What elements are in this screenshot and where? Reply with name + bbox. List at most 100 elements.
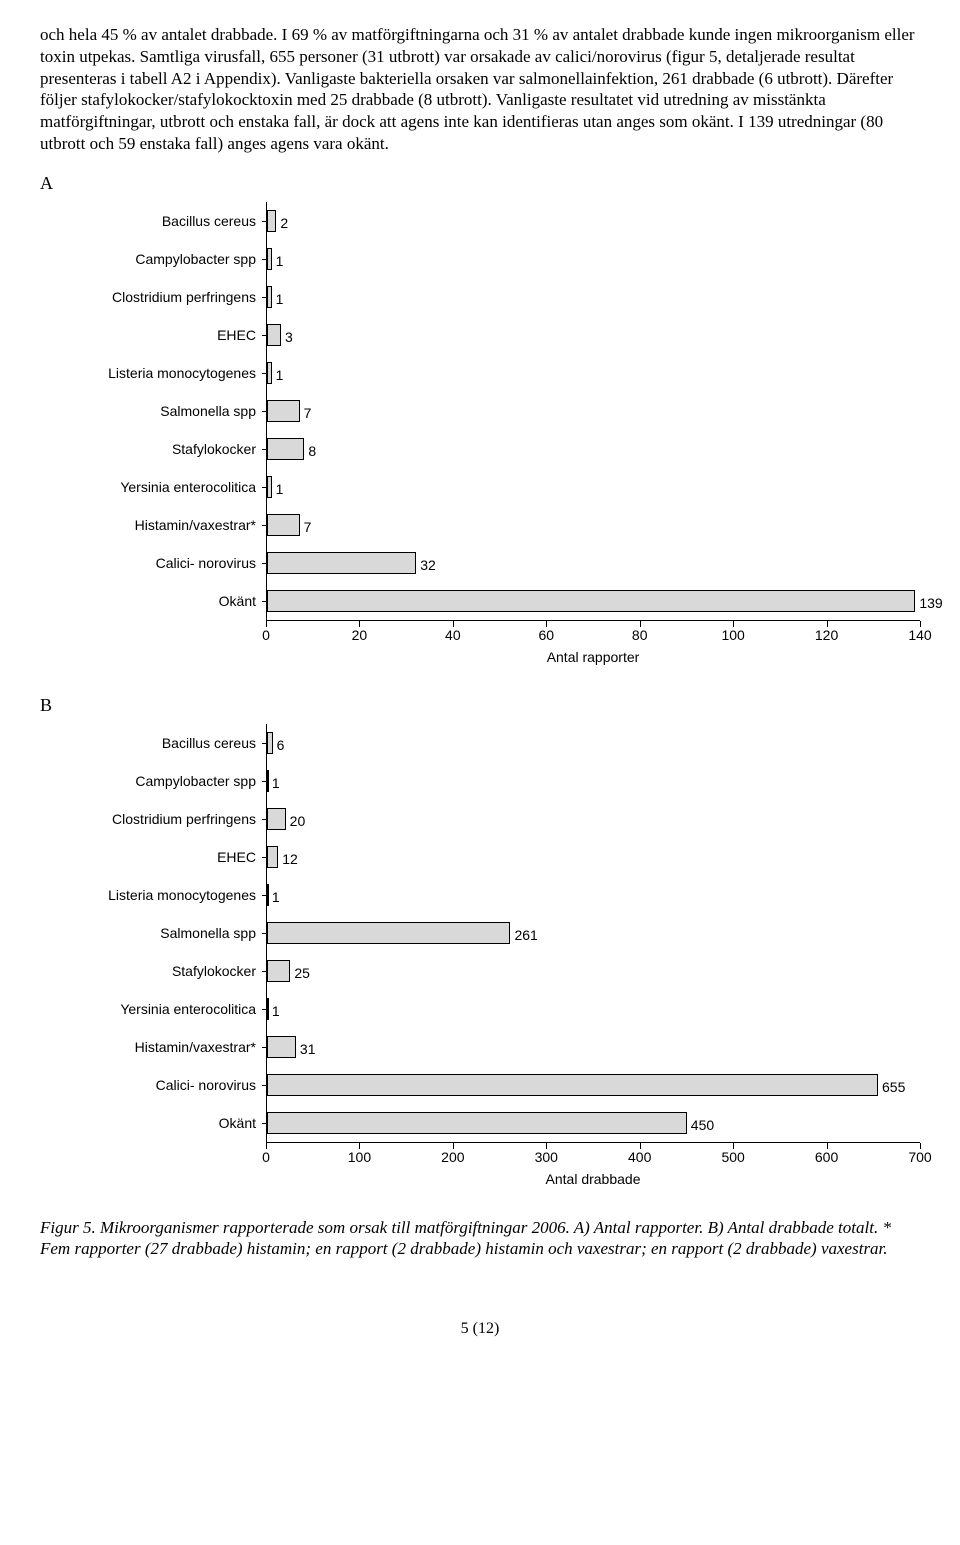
bar xyxy=(267,998,269,1020)
plot-cell: 7 xyxy=(266,506,920,544)
bar xyxy=(267,476,272,498)
value-label: 1 xyxy=(276,478,284,500)
category-label: EHEC xyxy=(78,849,266,865)
bar xyxy=(267,438,304,460)
chart-a: Bacillus cereus2Campylobacter spp1Clostr… xyxy=(78,202,920,665)
value-label: 1 xyxy=(272,772,280,794)
value-label: 261 xyxy=(514,924,537,946)
value-label: 1 xyxy=(276,288,284,310)
x-axis-label: Antal drabbade xyxy=(266,1171,920,1187)
category-label: Histamin/vaxestrar* xyxy=(78,1039,266,1055)
category-label: Stafylokocker xyxy=(78,441,266,457)
value-label: 8 xyxy=(308,440,316,462)
plot-cell: 6 xyxy=(266,724,920,762)
table-row: Salmonella spp 261 xyxy=(78,914,920,952)
category-label: Yersinia enterocolitica xyxy=(78,479,266,495)
bar xyxy=(267,1074,878,1096)
table-row: Bacillus cereus 2 xyxy=(78,202,920,240)
category-label: Listeria monocytogenes xyxy=(78,887,266,903)
category-label: Salmonella spp xyxy=(78,925,266,941)
category-label: Campylobacter spp xyxy=(78,773,266,789)
category-label: Calici- norovirus xyxy=(78,1077,266,1093)
plot-cell: 31 xyxy=(266,1028,920,1066)
value-label: 12 xyxy=(282,848,298,870)
bar xyxy=(267,808,286,830)
table-row: Clostridium perfringens 20 xyxy=(78,800,920,838)
category-label: Bacillus cereus xyxy=(78,213,266,229)
page-number: 5 (12) xyxy=(40,1320,920,1338)
table-row: Okänt450 xyxy=(78,1104,920,1142)
value-label: 31 xyxy=(300,1038,316,1060)
chart-b: Bacillus cereus 6 Campylobacter spp 1 Clostr… xyxy=(78,724,920,1187)
plot-cell: 1 xyxy=(266,240,920,278)
value-label: 7 xyxy=(304,402,312,424)
bar xyxy=(267,1036,296,1058)
value-label: 139 xyxy=(919,592,942,614)
plot-cell: 1 xyxy=(266,990,920,1028)
bar xyxy=(267,884,269,906)
table-row: Histamin/vaxestrar* 7 xyxy=(78,506,920,544)
category-label: Clostridium perfringens xyxy=(78,289,266,305)
value-label: 1 xyxy=(276,250,284,272)
table-row: Listeria monocytogenes 1 xyxy=(78,876,920,914)
bar xyxy=(267,732,273,754)
plot-cell: 261 xyxy=(266,914,920,952)
table-row: Listeria monocytogenes1 xyxy=(78,354,920,392)
plot-cell: 2 xyxy=(266,202,920,240)
table-row: Bacillus cereus 6 xyxy=(78,724,920,762)
category-label: Okänt xyxy=(78,593,266,609)
plot-cell: 139 xyxy=(266,582,920,620)
value-label: 6 xyxy=(277,734,285,756)
table-row: Clostridium perfringens 1 xyxy=(78,278,920,316)
table-row: Yersinia enterocolitica 1 xyxy=(78,468,920,506)
category-label: Bacillus cereus xyxy=(78,735,266,751)
bar xyxy=(267,922,510,944)
plot-cell: 8 xyxy=(266,430,920,468)
value-label: 20 xyxy=(290,810,306,832)
table-row: EHEC 12 xyxy=(78,838,920,876)
intro-paragraph: och hela 45 % av antalet drabbade. I 69 … xyxy=(40,24,920,155)
category-label: Calici- norovirus xyxy=(78,555,266,571)
table-row: Campylobacter spp1 xyxy=(78,240,920,278)
value-label: 32 xyxy=(420,554,436,576)
bar xyxy=(267,286,272,308)
bar xyxy=(267,248,272,270)
category-label: EHEC xyxy=(78,327,266,343)
value-label: 7 xyxy=(304,516,312,538)
plot-cell: 3 xyxy=(266,316,920,354)
bar xyxy=(267,846,278,868)
bar xyxy=(267,552,416,574)
value-label: 1 xyxy=(272,1000,280,1022)
plot-cell: 1 xyxy=(266,278,920,316)
bar xyxy=(267,1112,687,1134)
table-row: Calici- norovirus655 xyxy=(78,1066,920,1104)
value-label: 25 xyxy=(294,962,310,984)
plot-cell: 25 xyxy=(266,952,920,990)
bar xyxy=(267,960,290,982)
value-label: 450 xyxy=(691,1114,714,1136)
bar xyxy=(267,770,269,792)
plot-cell: 1 xyxy=(266,876,920,914)
table-row: Okänt139 xyxy=(78,582,920,620)
plot-cell: 1 xyxy=(266,354,920,392)
plot-cell: 7 xyxy=(266,392,920,430)
table-row: Histamin/vaxestrar* 31 xyxy=(78,1028,920,1066)
plot-cell: 1 xyxy=(266,762,920,800)
plot-cell: 655 xyxy=(266,1066,920,1104)
table-row: EHEC 3 xyxy=(78,316,920,354)
value-label: 1 xyxy=(272,886,280,908)
value-label: 2 xyxy=(280,212,288,234)
x-axis: 020406080100120140 xyxy=(266,620,920,645)
category-label: Clostridium perfringens xyxy=(78,811,266,827)
value-label: 3 xyxy=(285,326,293,348)
plot-cell: 32 xyxy=(266,544,920,582)
plot-cell: 12 xyxy=(266,838,920,876)
chart-a-letter: A xyxy=(40,173,920,194)
plot-cell: 20 xyxy=(266,800,920,838)
category-label: Histamin/vaxestrar* xyxy=(78,517,266,533)
chart-b-letter: B xyxy=(40,695,920,716)
x-axis: 0100200300400500600700 xyxy=(266,1142,920,1167)
table-row: Yersinia enterocolitica1 xyxy=(78,990,920,1028)
value-label: 1 xyxy=(276,364,284,386)
bar xyxy=(267,324,281,346)
